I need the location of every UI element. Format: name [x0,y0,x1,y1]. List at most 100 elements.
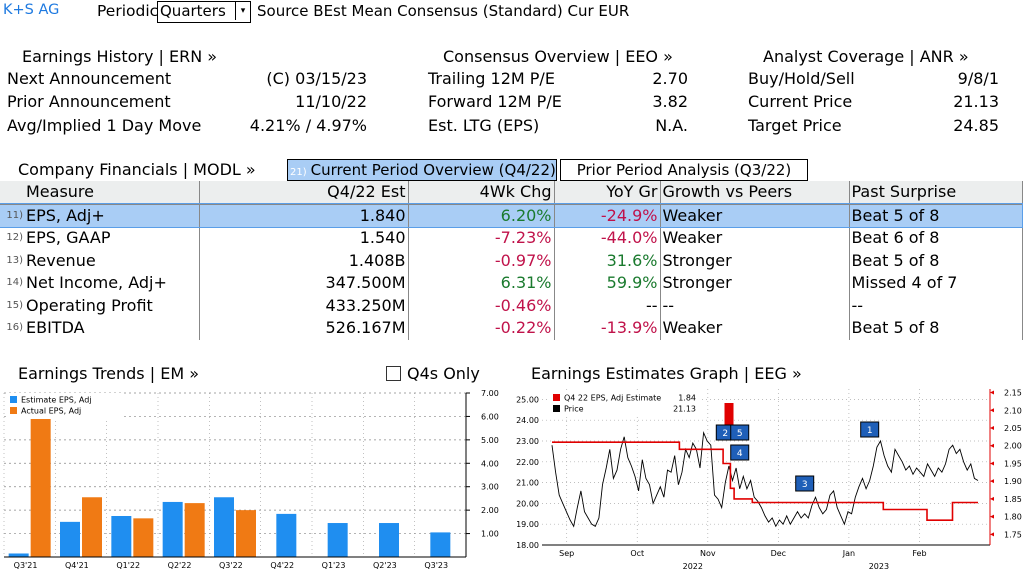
measure-cell[interactable]: EPS, Adj+ [24,204,200,227]
column-header-measure[interactable]: Measure [24,181,200,205]
bar-estimate[interactable] [276,513,297,557]
measure-cell[interactable]: Net Income, Adj+ [24,272,200,295]
periodicity-value: Quarters [160,2,226,20]
tab-current-period[interactable]: 21) Current Period Overview (Q4/22) [287,159,557,181]
table-row[interactable]: 16) EBITDA 526.167M -0.22% -13.9% Weaker… [0,317,1023,340]
company-financials-link[interactable]: Company Financials | MODL » [18,160,256,179]
right-y-tick [990,443,994,448]
bar-estimate[interactable] [327,523,348,557]
bar-actual[interactable] [184,503,205,557]
legend-price-swatch [553,405,560,412]
event-marker-label: 5 [737,429,743,439]
column-header-chg[interactable]: 4Wk Chg [408,181,555,205]
right-y-tick [990,496,994,501]
right-y-tick-label: 1.85 [1004,495,1022,504]
table-row[interactable]: 13) Revenue 1.408B -0.97% 31.6% Stronger… [0,249,1023,272]
event-marker[interactable] [730,424,750,441]
event-marker[interactable] [860,421,880,438]
analyst-coverage-link[interactable]: Analyst Coverage | ANR » [763,47,969,66]
growth-cell: -- [660,294,850,317]
est-cell: 1.408B [199,249,409,272]
trailing-pe-value: 2.70 [652,69,688,88]
right-y-tick [990,532,994,537]
left-y-tick-label: 23.00 [516,437,539,446]
estimate-line[interactable] [552,441,978,521]
column-header-surprise[interactable]: Past Surprise [849,181,1023,205]
bar-estimate[interactable] [430,532,451,557]
earnings-trends-chart: 1.00 2.00 3.00 4.00 5.00 6.00 7.00 Q3'21 Q4'21 Q1… [3,389,499,570]
left-y-tick-label: 25.00 [516,395,539,404]
tab-prior-period[interactable]: Prior Period Analysis (Q3/22) [560,159,808,181]
bar-estimate[interactable] [379,523,399,557]
surprise-cell: -- [849,294,1023,317]
measure-cell[interactable]: EBITDA [24,317,200,340]
bar-estimate[interactable] [111,516,132,557]
chevron-down-icon[interactable]: ▾ [235,2,250,20]
bar-estimate[interactable] [214,497,234,557]
bar-actual[interactable] [30,409,51,557]
earnings-history-link[interactable]: Earnings History | ERN » [22,47,218,66]
table-row[interactable]: 11) EPS, Adj+ 1.840 6.20% -24.9% Weaker … [0,203,1023,228]
measure-cell[interactable]: Revenue [24,249,200,272]
surprise-cell: Beat 5 of 8 [849,249,1023,272]
earnings-trends-link[interactable]: Earnings Trends | EM » [18,364,199,383]
surprise-cell: Beat 5 of 8 [849,204,1023,227]
table-row[interactable]: 15) Operating Profit 433.250M -0.46% -- … [0,294,1023,317]
event-flag[interactable] [724,403,734,425]
column-header-growth[interactable]: Growth vs Peers [660,181,850,205]
legend-estimate-swatch [553,394,560,401]
trailing-pe-label: Trailing 12M P/E [428,69,555,88]
row-index: 14) [6,277,23,289]
forward-pe-value: 3.82 [652,92,688,111]
measure-cell[interactable]: EPS, GAAP [24,227,200,250]
q4s-only-checkbox[interactable] [386,366,401,381]
bar-actual[interactable] [236,510,256,557]
right-y-tick [990,390,994,395]
financials-table: Measure Q4/22 Est 4Wk Chg YoY Gr Growth … [0,181,1023,340]
bar-estimate[interactable] [60,521,80,557]
right-y-tick-label: 1.90 [1004,477,1022,486]
yoy-cell: 31.6% [554,249,661,272]
year-label: 2023 [869,562,889,571]
row-index: 13) [6,254,23,266]
growth-cell: Weaker [660,204,850,227]
consensus-overview-link[interactable]: Consensus Overview | EEO » [443,47,673,66]
measure-cell[interactable]: Operating Profit [24,294,200,317]
price-line[interactable] [551,430,979,528]
x-tick-label: Q2'22 [168,561,192,570]
earnings-graph-link[interactable]: Earnings Estimates Graph | EEG » [531,364,802,383]
y-tick-label: 3.00 [481,483,499,492]
chg-cell: -0.97% [408,249,555,272]
bar-actual[interactable] [82,497,102,557]
right-y-tick [990,479,994,484]
y-tick-label: 6.00 [481,412,499,421]
bar-estimate[interactable] [8,553,29,557]
avg-implied-move-label: Avg/Implied 1 Day Move [7,116,202,135]
table-row[interactable]: 14) Net Income, Adj+ 347.500M 6.31% 59.9… [0,272,1023,295]
ticker-label: K+S AG [3,2,60,18]
right-y-tick-label: 2.15 [1004,389,1022,398]
est-cell: 1.540 [199,227,409,250]
right-y-tick-label: 2.05 [1004,424,1022,433]
tab-label: Prior Period Analysis (Q3/22) [576,161,792,179]
growth-cell: Stronger [660,272,850,295]
growth-cell: Stronger [660,249,850,272]
x-tick-label: Sep [559,549,574,558]
periodicity-select[interactable]: Quarters ▾ [157,1,251,23]
y-tick-label: 7.00 [481,389,499,398]
event-marker-label: 1 [867,426,873,436]
bar-actual[interactable] [133,518,154,557]
current-price-label: Current Price [748,92,853,111]
est-ltg-value: N.A. [655,116,688,135]
column-header-yoy[interactable]: YoY Gr [554,181,661,205]
event-marker[interactable] [795,475,815,492]
event-marker[interactable] [730,444,750,461]
tab-label: Current Period Overview (Q4/22) [310,161,556,179]
table-row[interactable]: 12) EPS, GAAP 1.540 -7.23% -44.0% Weaker… [0,227,1023,250]
surprise-cell: Missed 4 of 7 [849,272,1023,295]
column-header-est[interactable]: Q4/22 Est [199,181,409,205]
yoy-cell: -13.9% [554,317,661,340]
bar-estimate[interactable] [162,501,183,557]
est-cell: 433.250M [199,294,409,317]
x-tick-label: Q2'23 [373,561,397,570]
